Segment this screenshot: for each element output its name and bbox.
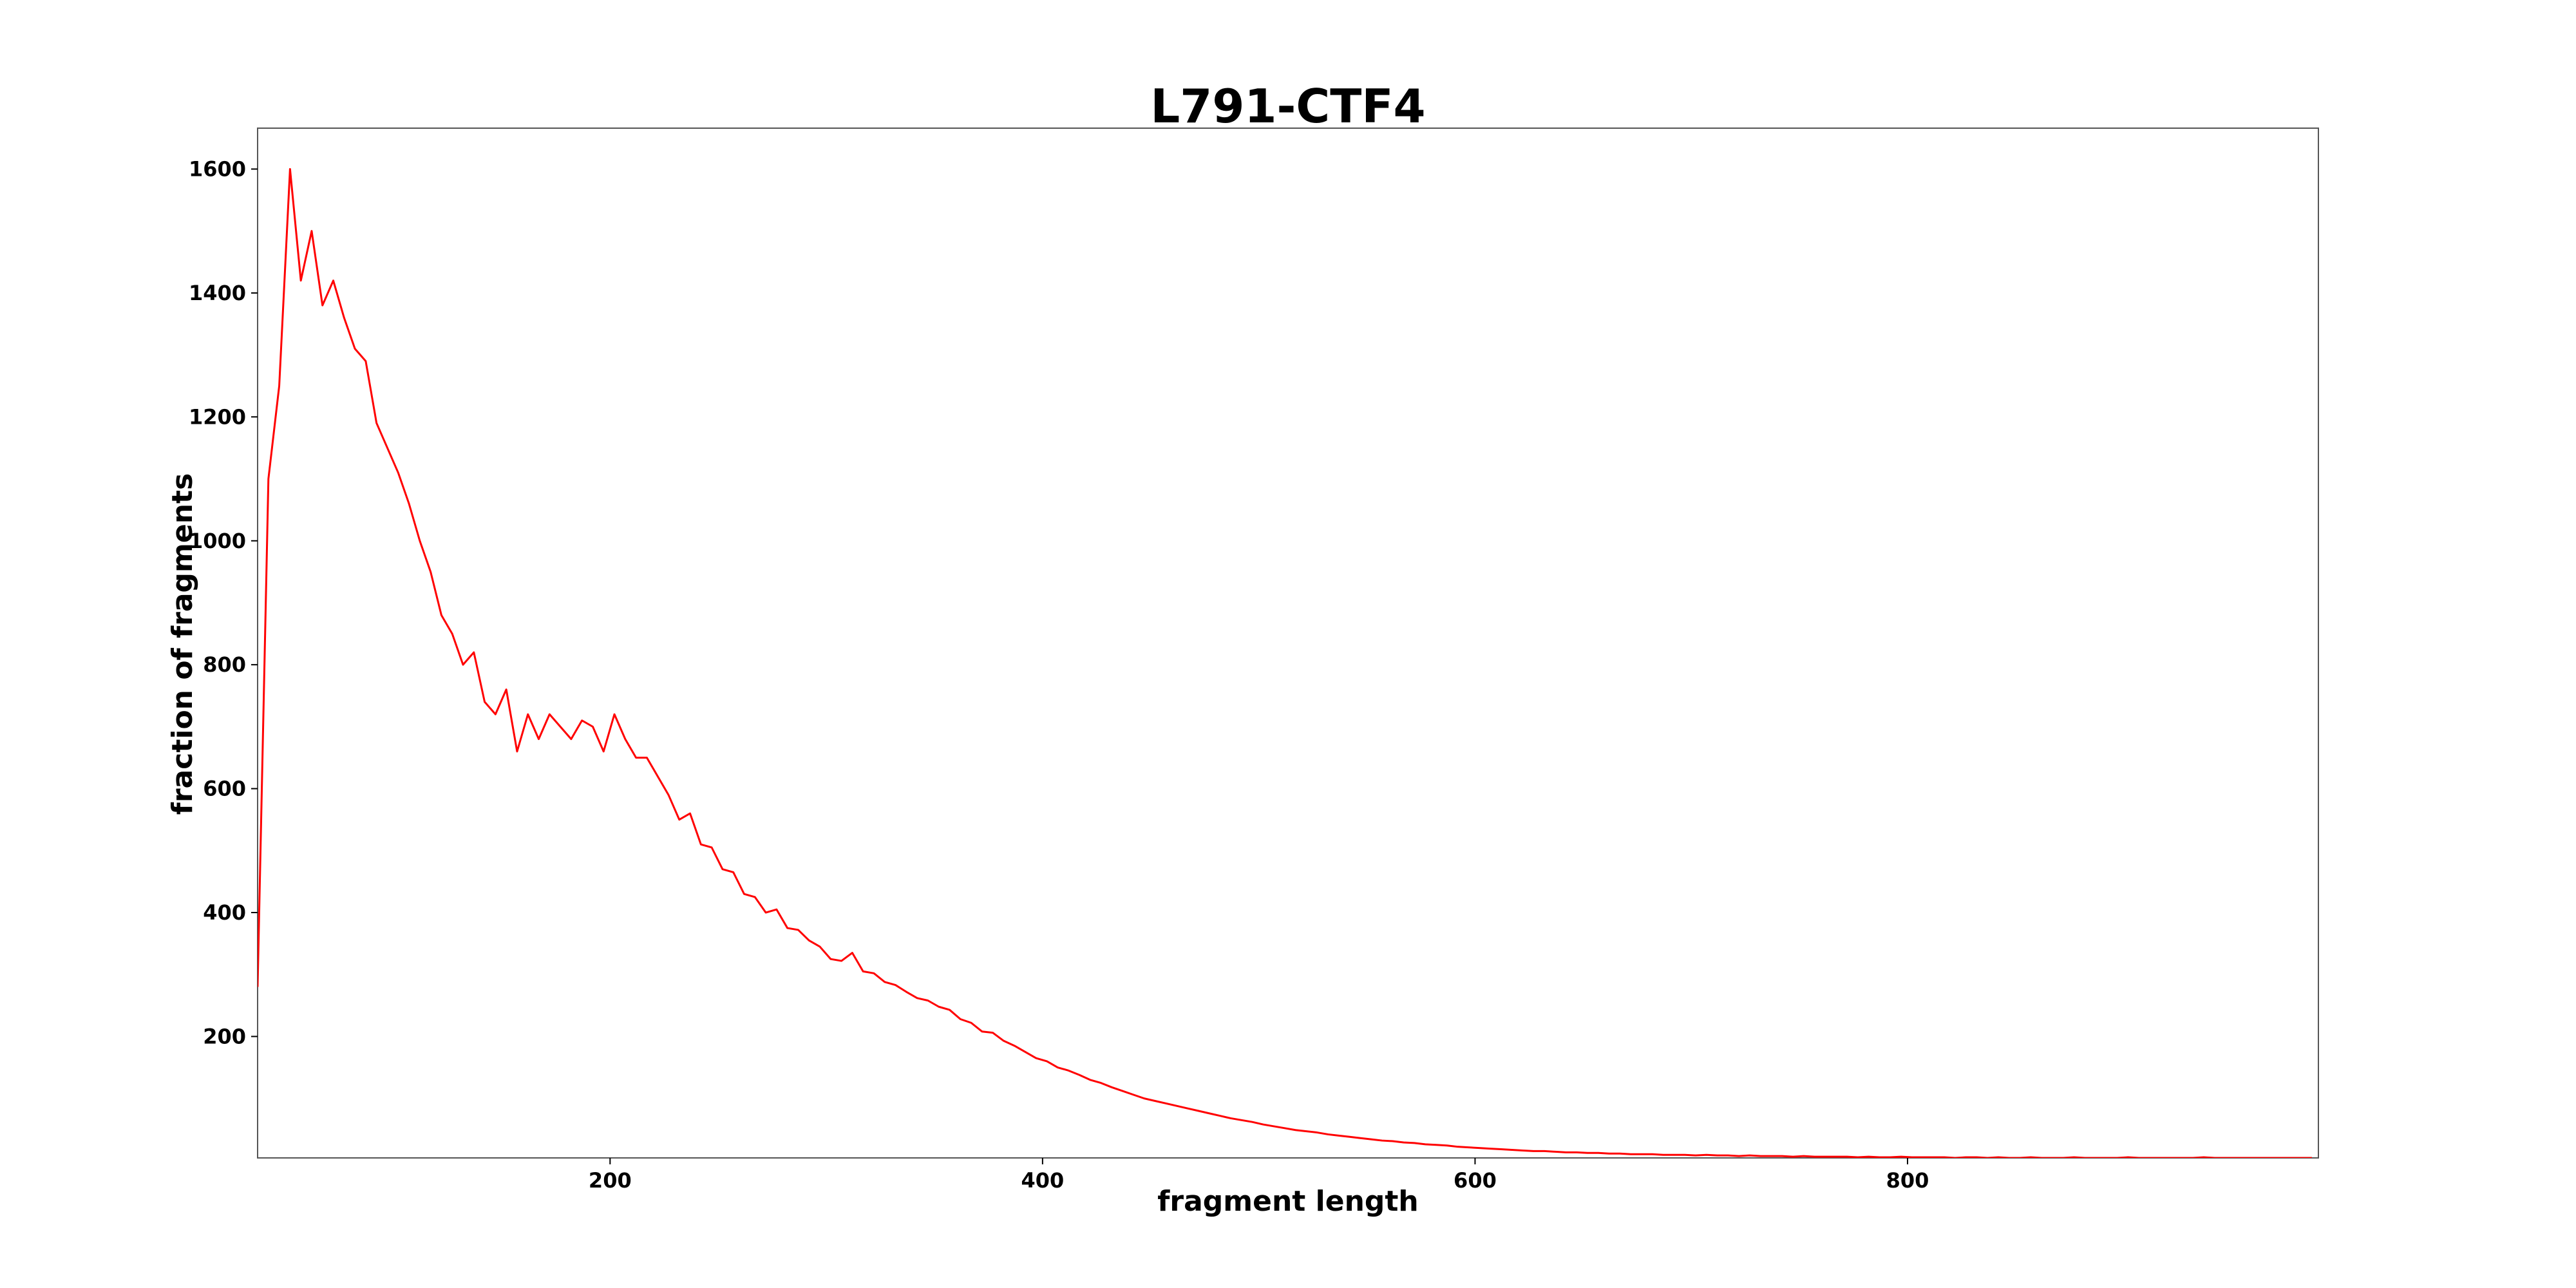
x-tick-label: 800: [1886, 1168, 1929, 1193]
plot-frame: [257, 128, 2319, 1159]
x-axis-label: fragment length: [1157, 1185, 1419, 1218]
x-tick-label: 400: [1021, 1168, 1064, 1193]
y-tick-label: 1400: [189, 281, 246, 305]
y-tick-label: 800: [203, 652, 246, 677]
chart-title: L791-CTF4: [1150, 79, 1425, 133]
x-tick-label: 200: [589, 1168, 632, 1193]
y-tick-label: 1200: [189, 404, 246, 429]
y-tick-label: 1600: [189, 156, 246, 181]
y-tick-label: 600: [203, 777, 246, 801]
x-tick-label: 600: [1454, 1168, 1497, 1193]
y-tick-label: 1000: [189, 529, 246, 553]
data-line: [258, 168, 2312, 1158]
y-axis-label: fraction of fragments: [166, 473, 199, 815]
y-tick-label: 400: [203, 900, 246, 925]
y-tick-label: 200: [203, 1024, 246, 1048]
